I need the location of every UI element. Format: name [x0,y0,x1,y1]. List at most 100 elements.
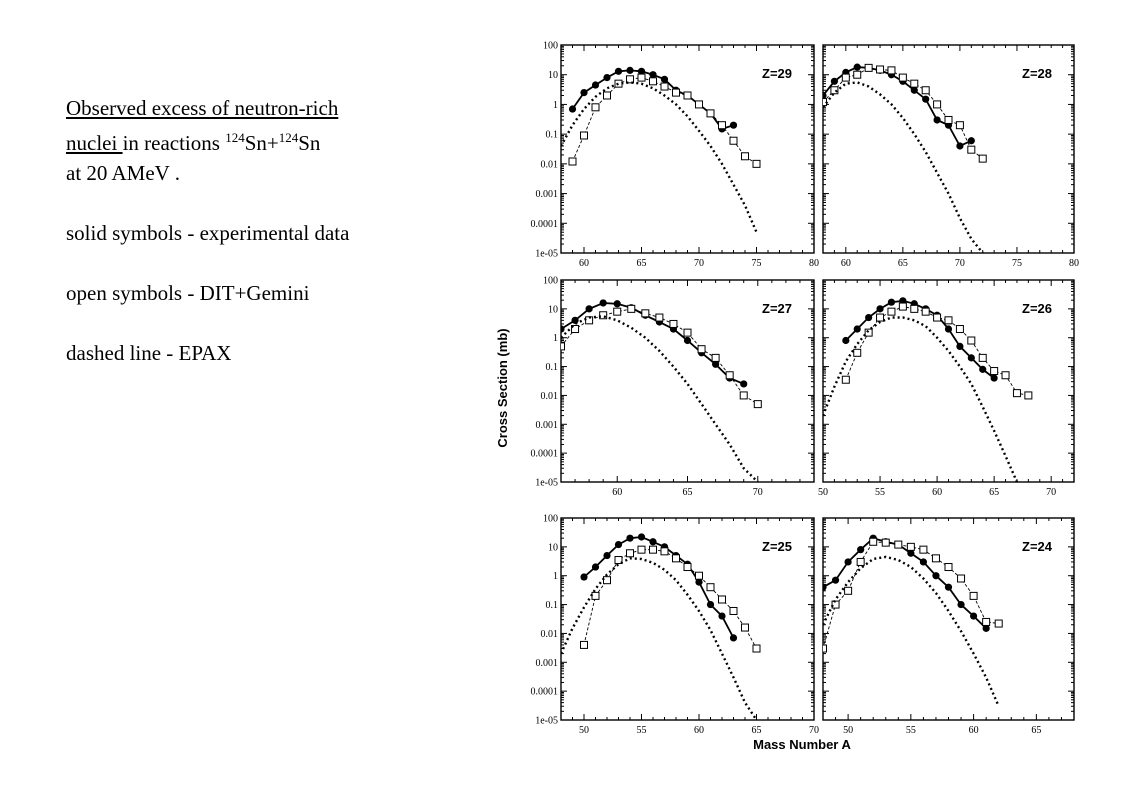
experimental-point [990,374,998,382]
simulation-point [919,545,928,554]
simulation-point [982,617,991,626]
simulation-point [614,556,623,565]
simulation-point [752,644,761,653]
simulation-point [571,325,580,334]
experimental-point [933,116,941,124]
experimental-point [706,600,715,609]
simulation-point [894,540,903,549]
simulation-point [887,66,896,75]
simulation-point [585,316,594,325]
epax-curve [561,557,758,720]
y-tick-label: 1 [553,571,558,582]
simulation-point [753,400,762,409]
simulation-point [613,307,622,316]
simulation-point [990,367,999,376]
x-tick-label: 70 [694,258,704,269]
simulation-point [933,100,942,109]
x-tick-label: 55 [906,725,916,736]
epax-curve [561,315,759,482]
simulation-point [931,554,940,563]
y-tick-label: 0.0001 [531,219,559,230]
simulation-point [978,154,987,163]
simulation-point [718,121,726,130]
simulation-point [718,595,726,604]
experimental-point [683,336,692,345]
simulation-point [994,619,1003,628]
panel-label: Z=25 [762,539,792,554]
simulation-point [568,157,577,166]
experimental-point [979,365,987,373]
simulation-point [626,75,634,84]
simulation-point [967,336,976,345]
experimental-point [603,73,611,82]
y-tick-label: 0.0001 [531,449,559,460]
epax-curve [823,81,984,253]
description-line-3: at 20 AMeV . [66,161,180,185]
simulation-point [944,115,953,124]
simulation-point [933,313,942,322]
simulation-point [876,65,885,74]
simulation-point [641,309,650,318]
simulation-point [697,345,706,354]
simulation-point [683,328,692,337]
x-tick-label: 50 [579,725,589,736]
simulation-point [591,591,600,600]
simulation-line [572,77,757,165]
x-tick-label: 50 [843,725,853,736]
experimental-point [599,299,607,307]
series-group [823,534,1003,707]
x-tick-label: 70 [955,258,965,269]
simulation-point [841,73,850,82]
simulation-point [725,371,734,380]
experimental-line [823,537,987,629]
experimental-point [729,634,738,642]
simulation-point [672,554,680,563]
simulation-point [921,86,930,95]
x-tick-label: 60 [969,725,979,736]
simulation-point [853,348,862,357]
y-tick-label: 0.001 [536,420,559,431]
simulation-point [561,342,565,351]
panel-z-28: 60 65 70 75 80 Z=28 [822,44,1079,269]
y-tick-label: 1 [553,333,558,344]
simulation-point [869,537,878,546]
x-tick-label: 65 [1031,725,1041,736]
epax-curve [823,555,1000,707]
panel-z-29: 100 10 1 0.1 0.01 0.001 0.0001 1e-05 60 65 70 75 80 Z… [531,41,820,270]
simulation-point [741,152,749,161]
simulation-point [876,313,885,322]
simulation-point [706,109,715,118]
simulation-point [887,307,896,316]
panel-z-25: 100 10 1 0.1 0.01 0.001 0.0001 1e-05 50 55 60 65 70 Z… [531,514,820,737]
x-tick-label: 55 [875,487,885,498]
simulation-point [580,640,588,649]
x-tick-label: 60 [612,487,622,498]
epax-curve [823,316,1019,482]
isotope-mass-2: 124 [278,130,299,145]
x-tick-label: 70 [753,487,763,498]
simulation-point [603,576,611,585]
y-tick-label: 0.0001 [531,687,559,698]
experimental-point [626,66,634,74]
y-tick-label: 1e-05 [535,249,558,260]
experimental-point [591,81,600,89]
experimental-point [956,342,964,351]
simulation-point [957,574,966,583]
simulation-point [1024,391,1033,400]
experimental-point [932,572,940,580]
experimental-point [956,142,964,150]
legend-dashed-text: dashed line - EPAX [66,341,232,365]
experimental-point [585,305,593,313]
experimental-point [823,583,827,591]
series-group [561,66,761,233]
simulation-point [626,549,634,558]
simulation-point [706,583,715,592]
panel-label: Z=27 [762,301,792,316]
simulation-line [583,549,757,649]
y-tick-label: 0.01 [541,159,559,170]
simulation-point [599,311,608,320]
simulation-point [637,73,646,82]
simulation-point [856,557,865,566]
legend-open-text: open symbols - DIT+Gemini [66,281,310,305]
